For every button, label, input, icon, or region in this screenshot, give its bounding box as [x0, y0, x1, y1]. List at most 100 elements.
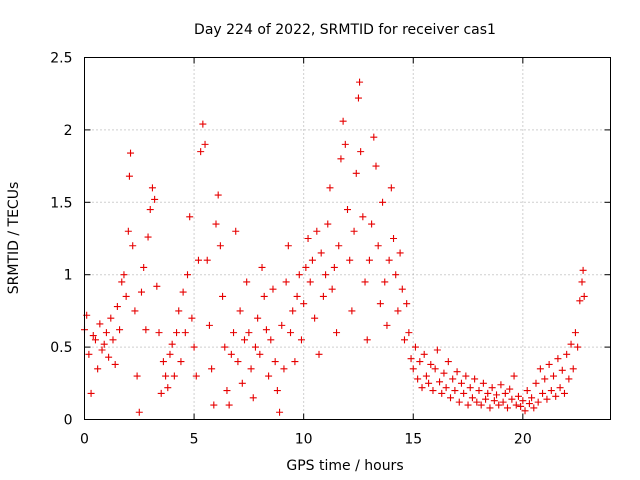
data-point — [416, 358, 424, 366]
data-point — [539, 389, 547, 397]
data-point — [230, 329, 238, 337]
data-point — [100, 340, 108, 348]
data-point — [361, 278, 369, 286]
data-point — [225, 401, 233, 409]
data-point — [396, 249, 404, 257]
data-point — [146, 206, 154, 214]
data-point — [414, 375, 422, 383]
data-point — [475, 387, 483, 395]
data-point — [431, 365, 439, 373]
data-point — [116, 326, 124, 334]
data-point — [199, 120, 207, 128]
data-point — [297, 336, 305, 344]
data-point — [405, 329, 413, 337]
data-point — [190, 343, 198, 351]
y-tick-label: 1.5 — [50, 195, 72, 211]
data-point — [247, 365, 255, 373]
data-point — [563, 350, 571, 358]
data-point — [534, 398, 542, 406]
axis-ticks: 0 5 10 15 20 0 0.5 1 1.5 2 2.5 — [50, 51, 611, 448]
chart-title: Day 224 of 2022, SRMTID for receiver cas… — [194, 22, 496, 38]
data-point — [212, 220, 220, 228]
data-point — [357, 148, 365, 156]
data-point — [556, 384, 564, 392]
data-point — [269, 285, 277, 293]
data-point — [444, 358, 452, 366]
data-point — [578, 278, 586, 286]
data-point — [87, 389, 95, 397]
data-point — [271, 358, 279, 366]
data-point — [479, 379, 487, 387]
data-point — [197, 148, 205, 156]
data-point — [148, 184, 156, 192]
data-point — [313, 227, 321, 235]
x-tick-label: 20 — [514, 432, 532, 448]
data-point — [512, 401, 520, 409]
data-point — [473, 398, 481, 406]
data-point — [306, 278, 314, 286]
data-point — [245, 329, 253, 337]
data-point — [554, 355, 562, 363]
data-point — [175, 307, 183, 315]
data-point — [287, 329, 295, 337]
data-point — [238, 379, 246, 387]
data-point — [392, 271, 400, 279]
data-point — [284, 242, 292, 250]
data-point — [385, 256, 393, 264]
gridlines — [84, 57, 611, 420]
data-point — [96, 320, 104, 328]
data-point — [210, 401, 218, 409]
data-point — [221, 343, 229, 351]
data-point — [234, 358, 242, 366]
data-point — [482, 395, 490, 403]
data-point — [501, 389, 509, 397]
y-tick-label: 0 — [64, 413, 73, 429]
data-point — [354, 94, 362, 102]
data-point — [449, 375, 457, 383]
data-point — [420, 350, 428, 358]
data-point — [89, 332, 97, 340]
data-point — [440, 369, 448, 377]
data-point — [346, 256, 354, 264]
data-point — [203, 256, 211, 264]
data-point — [194, 256, 202, 264]
data-point — [379, 198, 387, 206]
data-point — [514, 392, 522, 400]
data-point — [569, 365, 577, 373]
data-point — [517, 402, 525, 410]
data-point — [208, 365, 216, 373]
data-point — [278, 321, 286, 329]
data-point — [521, 407, 529, 415]
data-point — [409, 365, 417, 373]
data-point — [216, 242, 224, 250]
data-point — [457, 379, 465, 387]
data-point — [403, 300, 411, 308]
data-point — [170, 372, 178, 380]
data-point — [425, 379, 433, 387]
data-point — [249, 394, 257, 402]
x-tick-label: 0 — [80, 432, 89, 448]
data-point — [186, 213, 194, 221]
data-point — [422, 372, 430, 380]
data-point — [142, 326, 150, 334]
data-point — [188, 314, 196, 322]
data-point — [387, 184, 395, 192]
data-point — [372, 162, 380, 170]
data-point — [447, 394, 455, 402]
data-point — [574, 343, 582, 351]
data-point — [484, 389, 492, 397]
x-tick-label: 15 — [404, 432, 422, 448]
data-point — [214, 191, 222, 199]
data-point — [462, 372, 470, 380]
data-point — [133, 372, 141, 380]
data-point — [427, 360, 435, 368]
data-point — [184, 271, 192, 279]
data-point — [328, 285, 336, 293]
data-point — [341, 140, 349, 148]
data-point — [317, 249, 325, 257]
data-point — [488, 384, 496, 392]
plot-frame — [84, 57, 611, 420]
data-point — [120, 271, 128, 279]
data-point — [381, 278, 389, 286]
data-point — [407, 355, 415, 363]
